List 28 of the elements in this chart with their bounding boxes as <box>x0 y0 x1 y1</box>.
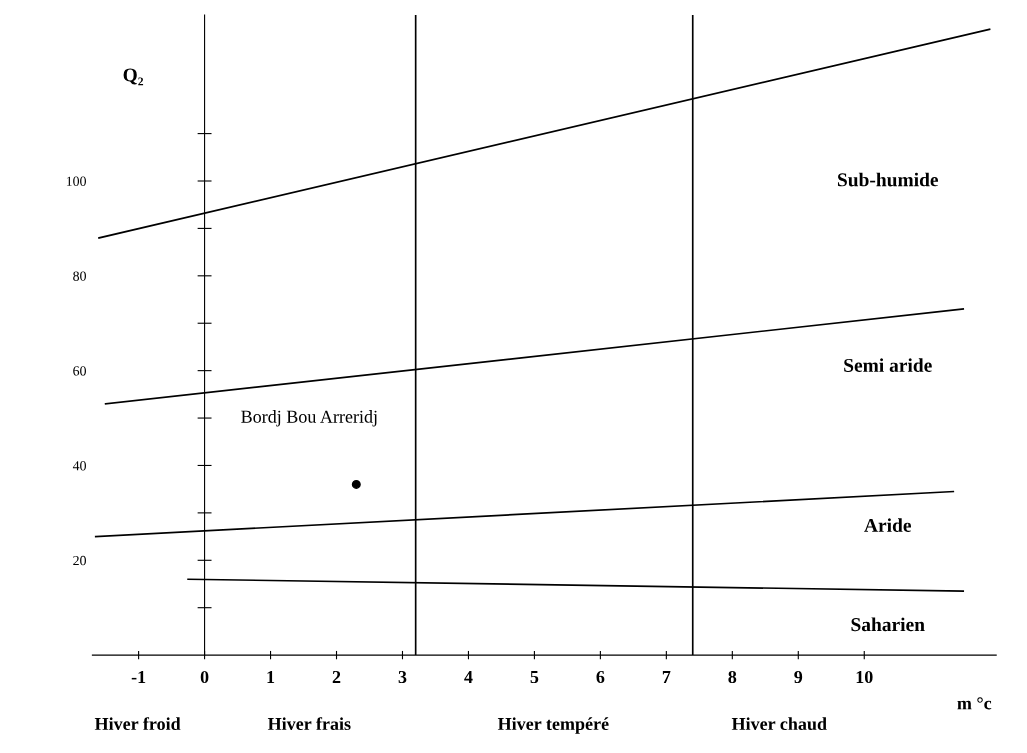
x-tick-label: 8 <box>728 670 737 684</box>
text: Hiver frais <box>267 717 351 731</box>
annotation: Semi aride <box>844 358 932 372</box>
annotation: Aride <box>864 518 911 532</box>
x-tick-label: 9 <box>794 670 803 684</box>
text: Hiver froid <box>94 717 181 731</box>
x-tick-label: 5 <box>530 671 539 684</box>
annotation: Saharien <box>851 617 925 632</box>
y-tick-label: 40 <box>72 461 86 471</box>
y-tick-label: 60 <box>73 366 86 376</box>
x-tick-label: -1 <box>131 671 146 683</box>
y-tick-label: 100 <box>66 176 86 186</box>
x-tick-label: 7 <box>662 671 671 683</box>
annotation: Bordj Bou Arreridj <box>241 410 377 427</box>
x-tick-label: 1 <box>267 671 275 683</box>
x-tick-label: 0 <box>200 670 209 684</box>
text: Hiver chaud <box>731 717 827 731</box>
x-axis-title: m °c <box>957 697 992 710</box>
x-tick-label: 3 <box>398 670 407 684</box>
x-tick-label: 10 <box>856 670 873 684</box>
y-tick-label: 80 <box>73 271 86 281</box>
x-tick-label: 4 <box>464 671 473 683</box>
x-tick-label: 2 <box>332 670 341 683</box>
annotation: Sub-humide <box>837 172 939 187</box>
y-axis-title: Q₂ <box>123 68 144 86</box>
x-tick-label: 6 <box>596 670 605 684</box>
y-tick-label: 20 <box>73 555 86 566</box>
text: Hiver tempéré <box>497 717 609 734</box>
